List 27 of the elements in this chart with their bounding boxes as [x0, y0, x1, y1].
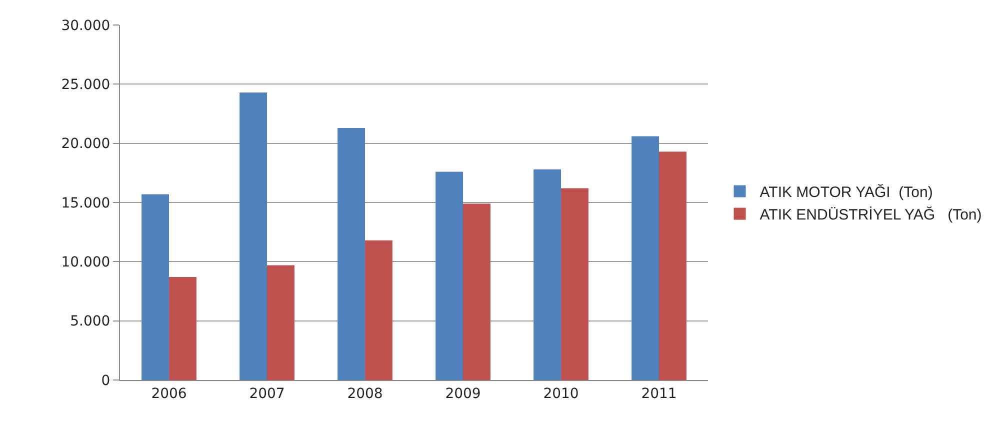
- y-tick-label: 0: [101, 372, 110, 389]
- bar: [561, 188, 588, 380]
- bar: [632, 136, 659, 380]
- bar: [169, 277, 196, 380]
- x-tick-label: 2008: [347, 386, 383, 402]
- x-tick-label: 2011: [641, 386, 677, 402]
- bar: [142, 194, 169, 380]
- y-tick-label: 20.000: [61, 136, 110, 152]
- y-tick-label: 15.000: [61, 195, 110, 212]
- x-tick-label: 2007: [249, 386, 285, 402]
- y-tick-label: 5.000: [70, 314, 110, 330]
- bar: [659, 152, 686, 380]
- x-tick-label: 2010: [543, 386, 579, 402]
- legend-label: ATIK MOTOR YAĞI (Ton): [760, 183, 933, 202]
- bar: [365, 240, 392, 380]
- y-tick-label: 25.000: [61, 77, 110, 94]
- bar: [436, 172, 463, 380]
- bar: [338, 128, 365, 380]
- bar: [267, 265, 294, 380]
- y-tick-label: 10.000: [61, 254, 110, 271]
- bar: [463, 204, 490, 380]
- bar: [240, 92, 267, 380]
- y-tick-label: 30.000: [61, 18, 110, 34]
- x-tick-label: 2009: [445, 386, 481, 402]
- bar: [534, 169, 561, 380]
- x-tick-label: 2006: [151, 386, 187, 402]
- legend-label: ATIK ENDÜSTRİYEL YAĞ (Ton): [760, 206, 982, 224]
